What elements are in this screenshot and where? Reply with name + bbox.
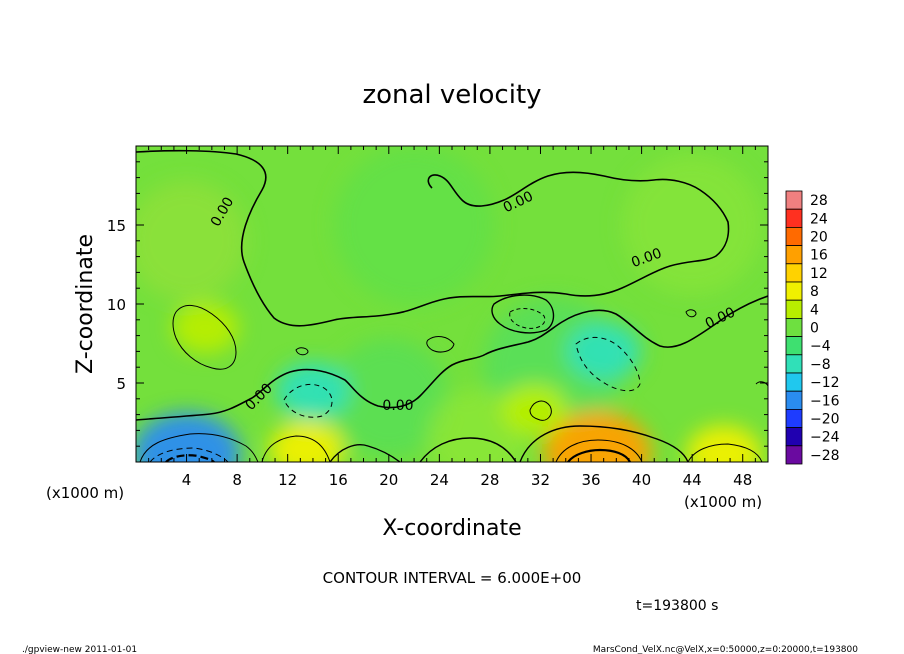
field-shade	[334, 146, 495, 305]
negative-anomaly	[275, 362, 351, 420]
colorbar-swatch	[785, 226, 803, 246]
contour-zero-bottom-row	[329, 425, 689, 462]
zero-contour-left-bubble	[172, 305, 237, 370]
colorbar-swatch	[785, 263, 803, 283]
x-tick-label: 24	[430, 471, 449, 489]
colorbar-swatch	[785, 190, 803, 210]
colorbar-swatch	[785, 427, 803, 447]
colorbar: 28 24 20 16 12 8 4 0 −4 −8 −12 −16 −20 −24 −28	[785, 190, 840, 465]
chart-title: zonal velocity	[362, 80, 541, 110]
x-tick-label: 36	[581, 471, 600, 489]
colorbar-label: −24	[810, 430, 840, 446]
colorbar-label: 0	[810, 321, 819, 337]
colorbar-swatch	[785, 336, 803, 356]
x-tick-label: 12	[278, 471, 297, 489]
plot-field	[136, 146, 768, 462]
y-tick-label: 10	[107, 296, 126, 314]
x-tick-label: 44	[683, 471, 702, 489]
contour-lines	[136, 149, 768, 462]
contour-neg-center-left	[283, 384, 333, 418]
y-tick-label: 5	[116, 375, 126, 393]
colorbar-label: 20	[810, 230, 828, 246]
colorbar-label: 8	[810, 284, 819, 300]
positive-anomaly	[172, 302, 239, 354]
field-shade	[328, 338, 449, 459]
contour-label: 0.00	[382, 398, 413, 414]
negative-anomaly	[136, 412, 241, 462]
colorbar-label: 12	[810, 266, 828, 282]
contour-pos-bottom-12	[261, 435, 331, 462]
zero-contour-bottom-left	[139, 433, 259, 462]
footer-right: MarsCond_VelX.nc@VelX,x=0:50000,z=0:2000…	[593, 645, 858, 654]
contour-small-loops	[295, 309, 768, 387]
zero-contour-upper	[136, 149, 730, 327]
x-tick-label: 48	[733, 471, 752, 489]
y-axis: 5 10 15	[107, 145, 768, 463]
x-unit-label-left: (x1000 m)	[46, 484, 124, 502]
colorbar-label: 4	[810, 302, 819, 318]
footer-left: ./gpview-new 2011-01-01	[22, 645, 137, 654]
contour-zero-center-loop	[491, 294, 555, 334]
colorbar-swatch	[785, 281, 803, 301]
colorbar-label: 24	[810, 211, 828, 227]
colorbar-label: −12	[810, 375, 840, 391]
colorbar-swatch	[785, 354, 803, 374]
contour-neg-right	[575, 337, 641, 392]
x-tick-label: 20	[379, 471, 398, 489]
x-tick-label: 40	[632, 471, 651, 489]
contour-pos-bottom-36-strong	[567, 448, 631, 462]
colorbar-swatch	[785, 208, 803, 228]
positive-anomaly	[543, 410, 652, 462]
contour-interval: CONTOUR INTERVAL = 6.000E+00	[323, 569, 582, 587]
field-shade	[136, 180, 247, 301]
colorbar-swatch	[785, 245, 803, 265]
positive-anomaly	[269, 420, 345, 462]
x-axis: 4 8 12 16 20 24 28 32 36 40 44 48	[135, 146, 769, 489]
colorbar-swatch	[785, 445, 803, 465]
colorbar-swatch	[785, 390, 803, 410]
x-unit-label-right: (x1000 m)	[684, 493, 762, 511]
field-shade	[622, 155, 763, 295]
colorbar-label: −16	[810, 393, 840, 409]
contour-pos-bottom-36	[555, 439, 643, 462]
contour-pos-center	[529, 400, 552, 421]
colorbar-label: 28	[810, 193, 828, 209]
x-axis-title: X-coordinate	[382, 516, 521, 541]
x-tick-label: 32	[531, 471, 550, 489]
x-tick-label: 28	[480, 471, 499, 489]
x-tick-label: 4	[182, 471, 192, 489]
contour-neg-left	[149, 447, 229, 462]
colorbar-swatch	[785, 317, 803, 337]
colorbar-swatch	[785, 372, 803, 392]
x-tick-label: 8	[232, 471, 242, 489]
positive-anomaly	[500, 384, 568, 436]
contour-pos-bottom-47	[687, 443, 763, 462]
x-tick-label: 16	[329, 471, 348, 489]
colorbar-label: −28	[810, 448, 840, 464]
time-stamp: t=193800 s	[636, 598, 718, 614]
colorbar-swatch	[785, 408, 803, 428]
zero-contour-main	[136, 295, 768, 421]
colorbar-label: 16	[810, 248, 828, 264]
y-tick-label: 15	[107, 217, 126, 235]
colorbar-label: −20	[810, 412, 840, 428]
colorbar-label: −8	[810, 357, 831, 373]
colorbar-swatch	[785, 299, 803, 319]
colorbar-label: −4	[810, 339, 831, 355]
y-axis-title: Z-coordinate	[73, 234, 98, 374]
